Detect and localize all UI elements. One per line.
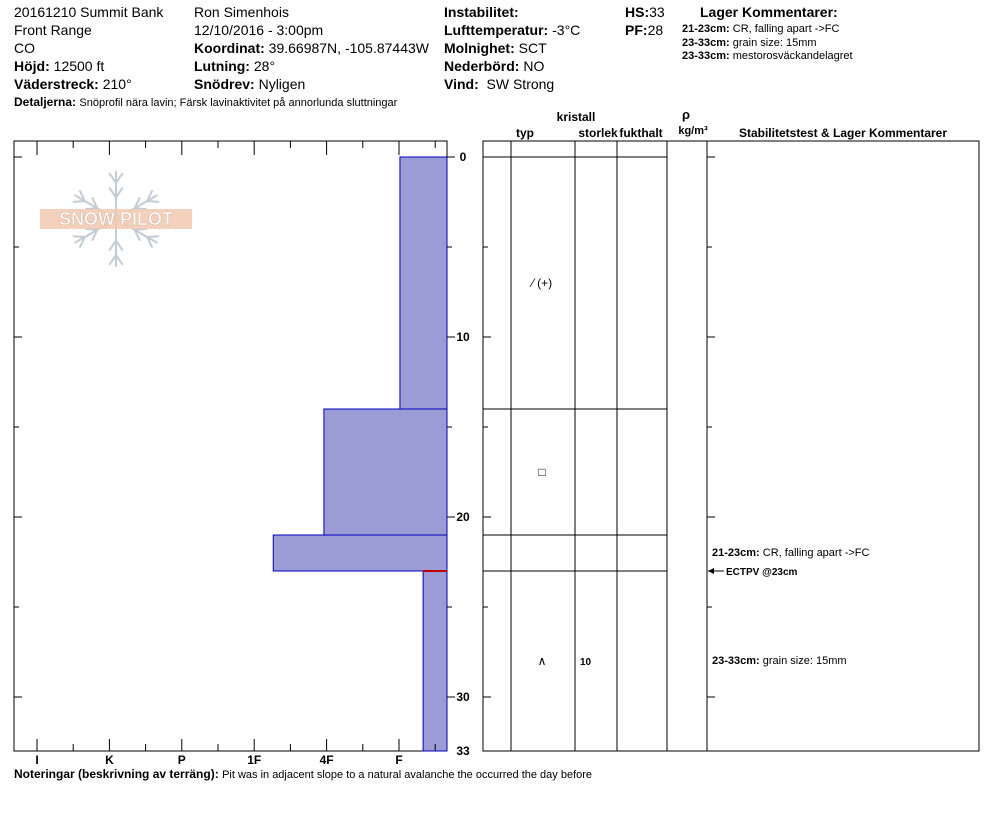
hardness-bars — [272, 156, 448, 752]
hardness-tick-label: K — [105, 753, 114, 767]
depth-tick-label: 0 — [460, 150, 467, 164]
hardness-tick-label: 1F — [247, 753, 261, 767]
profile-table-frame — [482, 140, 980, 752]
depth-tick-label: 33 — [456, 744, 470, 758]
col-header-rho: ρ — [682, 107, 690, 122]
hardness-axis: I K P 1F 4F F — [35, 141, 436, 767]
col-header-density-unit: kg/m³ — [678, 125, 708, 137]
wind: Vind: SW Strong — [444, 76, 555, 92]
crystal-size: 10 — [580, 657, 592, 668]
stability-test-arrow — [708, 568, 714, 574]
crystal-symbol: ⁄ (+) — [529, 276, 552, 290]
site-range: Front Range — [14, 22, 92, 38]
snow-height: HS:33 — [625, 4, 665, 20]
wind-loading: Snödrev: Nyligen — [194, 76, 306, 92]
hardness-bar — [323, 408, 448, 536]
crystal-symbol: ∧ — [538, 654, 547, 668]
hardness-bar — [422, 570, 448, 752]
col-header-fukthalt: fukthalt — [619, 126, 662, 140]
instability: Instabilitet: — [444, 4, 519, 20]
details: Detaljerna: Snöprofil nära lavin; Färsk … — [14, 95, 398, 109]
col-header-kristall: kristall — [557, 110, 596, 124]
stability-comments: 21-23cm: CR, falling apart ->FC ECTPV @23… — [708, 547, 869, 667]
stability-test-label: ECTPV @23cm — [726, 567, 798, 578]
hardness-bar — [272, 534, 448, 572]
col-header-typ: typ — [516, 126, 534, 140]
stability-comment: 21-23cm: CR, falling apart ->FC — [712, 547, 869, 559]
col-header-stability: Stabilitetstest & Lager Kommentarer — [739, 126, 947, 140]
depth-tick-label: 20 — [456, 510, 470, 524]
crystal-symbol: □ — [538, 465, 545, 479]
layer-comment: 23-33cm: grain size: 15mm — [682, 37, 817, 49]
depth-axis: 0 10 20 30 33 — [14, 150, 715, 758]
stability-comment: 23-33cm: grain size: 15mm — [712, 655, 847, 667]
site-state: CO — [14, 40, 35, 56]
foot-penetration: PF:28 — [625, 22, 664, 38]
depth-tick-label: 30 — [456, 690, 470, 704]
observer-name: Ron Simenhois — [194, 4, 289, 20]
hardness-bar — [399, 156, 448, 410]
observation-datetime: 12/10/2016 - 3:00pm — [194, 22, 324, 38]
air-temperature: Lufttemperatur: -3°C — [444, 22, 581, 38]
site-name: 20161210 Summit Bank — [14, 4, 164, 20]
precipitation: Nederbörd: NO — [444, 58, 545, 74]
coordinates: Koordinat: 39.66987N, -105.87443W — [194, 40, 429, 56]
terrain-notes: Noteringar (beskrivning av terräng): Pit… — [14, 767, 593, 781]
hardness-tick-label: I — [35, 753, 38, 767]
layer-comments-title: Lager Kommentarer: — [700, 4, 838, 20]
elevation: Höjd: 12500 ft — [14, 58, 105, 74]
hardness-tick-label: F — [395, 753, 402, 767]
aspect: Väderstreck: 210° — [14, 76, 132, 92]
logo-text: SNOW PILOT — [59, 209, 173, 229]
col-header-storlek: storlek — [578, 126, 618, 140]
hardness-tick-label: 4F — [320, 753, 334, 767]
snowpilot-logo: SNOW PILOT — [40, 171, 192, 267]
profile-table-grid — [483, 141, 708, 751]
sky-cover: Molnighet: SCT — [444, 40, 547, 56]
slope-angle: Lutning: 28° — [194, 58, 276, 74]
layer-comment: 23-33cm: mestorosväckandelagret — [682, 50, 853, 62]
depth-tick-label: 10 — [456, 330, 470, 344]
layer-comment: 21-23cm: CR, falling apart ->FC — [682, 23, 840, 35]
hardness-tick-label: P — [178, 753, 186, 767]
crystal-symbols: ⁄ (+) □ ∧ 10 — [529, 276, 592, 668]
